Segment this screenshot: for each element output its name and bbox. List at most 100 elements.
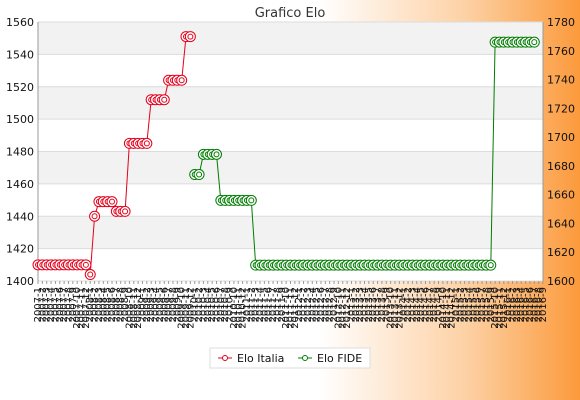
x-tick-label: 2016-1 — [503, 287, 514, 322]
x-tick-label: 2008-7 — [111, 287, 122, 322]
x-tick-label: 2013-10 — [386, 287, 397, 329]
x-tick-label: 2012-12 — [342, 287, 353, 329]
data-point — [119, 205, 131, 217]
x-tick-label: 2010-11 — [233, 287, 244, 329]
data-point — [141, 137, 153, 149]
data-point-inner — [248, 197, 255, 204]
grid-band — [38, 86, 543, 120]
grid-band — [38, 151, 543, 184]
left-tick-label: 1560 — [6, 16, 34, 29]
x-tick-label: 2015-7 — [477, 287, 488, 322]
legend: Elo Italia Elo FIDE — [209, 347, 371, 369]
legend-box — [209, 347, 371, 369]
x-tick-label: 2008-1 — [85, 287, 96, 322]
x-tick-label: 2014-9 — [434, 287, 445, 322]
x-tick-label: 2007-12 — [81, 287, 92, 329]
chart-title: Grafico Elo — [255, 6, 326, 21]
x-tick-label: 2014-12 — [447, 287, 458, 329]
left-tick-label: 1420 — [6, 243, 34, 256]
right-tick-label: 1640 — [547, 217, 575, 230]
x-tick-label: 2012-11 — [338, 287, 349, 329]
grid-band — [38, 216, 543, 249]
x-tick-label: 2011-12 — [290, 287, 301, 329]
x-tick-label: 2012-8 — [325, 287, 336, 322]
data-point — [106, 196, 118, 208]
data-point-inner — [87, 271, 94, 278]
x-tick-label: 2013-12 — [394, 287, 405, 329]
right-tick-label: 1620 — [547, 246, 575, 259]
x-tick-label: 2016-3 — [512, 287, 523, 322]
x-tick-label: 2016-4 — [516, 287, 527, 322]
x-tick-label: 2010-4 — [203, 287, 214, 322]
right-axis: 1600 1620 1640 1660 1680 1700 1720 1740 1760 1780 — [547, 16, 575, 288]
x-tick-label: 2015-8 — [481, 287, 492, 322]
x-axis: 2007-12007-22007-32007-42007-52007-62007… — [33, 281, 549, 329]
x-tick-label: 2007-5 — [50, 287, 61, 322]
x-tick-label: 2011-7 — [268, 287, 279, 322]
x-tick-label: 2007-2 — [37, 287, 48, 322]
x-tick-label: 2008-8 — [116, 287, 127, 322]
left-tick-label: 1540 — [6, 48, 34, 61]
data-point-inner — [143, 140, 150, 147]
x-tick-label: 2014-8 — [429, 287, 440, 322]
x-tick-label: 2012-1 — [294, 287, 305, 322]
x-tick-label: 2010-6 — [211, 287, 222, 322]
x-tick-label: 2010-1 — [190, 287, 201, 322]
x-tick-label: 2016-5 — [521, 287, 532, 322]
x-tick-label: 2011-9 — [277, 287, 288, 322]
x-tick-label: 2013-11 — [390, 287, 401, 329]
x-tick-label: 2009-2 — [142, 287, 153, 322]
left-tick-label: 1500 — [6, 113, 34, 126]
x-tick-label: 2007-8 — [63, 287, 74, 322]
data-point — [80, 259, 92, 271]
left-tick-label: 1480 — [6, 146, 34, 159]
data-point-inner — [109, 198, 116, 205]
x-tick-label: 2011-2 — [246, 287, 257, 322]
x-tick-label: 2008-12 — [133, 287, 144, 329]
right-tick-label: 1740 — [547, 74, 575, 87]
data-point — [158, 94, 170, 106]
data-point — [528, 36, 540, 48]
x-tick-label: 2016-8 — [534, 287, 545, 322]
x-tick-label: 2008-5 — [103, 287, 114, 322]
x-tick-label: 2009-8 — [168, 287, 179, 322]
x-tick-label: 2014-7 — [425, 287, 436, 322]
x-tick-label: 2007-6 — [55, 287, 66, 322]
x-tick-label: 2015-5 — [468, 287, 479, 322]
x-tick-label: 2014-11 — [442, 287, 453, 329]
x-tick-label: 2013-7 — [373, 287, 384, 322]
x-tick-label: 2015-3 — [460, 287, 471, 322]
left-tick-label: 1400 — [6, 275, 34, 288]
data-point — [176, 74, 188, 86]
x-tick-label: 2012-9 — [329, 287, 340, 322]
x-tick-label: 2015-6 — [473, 287, 484, 322]
x-tick-label: 2008-11 — [129, 287, 140, 329]
legend-label: Elo FIDE — [317, 352, 362, 365]
grid-band — [38, 119, 543, 152]
grid-band — [38, 22, 543, 55]
x-tick-label: 2013-2 — [351, 287, 362, 322]
x-tick-label: 2013-6 — [368, 287, 379, 322]
x-tick-label: 2009-5 — [155, 287, 166, 322]
data-point — [245, 194, 257, 206]
right-tick-label: 1680 — [547, 160, 575, 173]
data-point-inner — [122, 208, 129, 215]
right-tick-label: 1760 — [547, 45, 575, 58]
x-tick-label: 2011-8 — [272, 287, 283, 322]
x-tick-label: 2010-5 — [207, 287, 218, 322]
x-tick-label: 2009-1 — [137, 287, 148, 322]
x-tick-label: 2014-10 — [438, 287, 449, 329]
x-tick-label: 2012-7 — [320, 287, 331, 322]
x-tick-label: 2014-4 — [412, 287, 423, 322]
x-tick-label: 2008-10 — [124, 287, 135, 329]
x-tick-label: 2011-4 — [255, 287, 266, 322]
left-tick-label: 1520 — [6, 81, 34, 94]
data-point-inner — [187, 33, 194, 40]
x-tick-label: 2012-3 — [303, 287, 314, 322]
x-tick-label: 2007-9 — [68, 287, 79, 322]
right-tick-label: 1700 — [547, 131, 575, 144]
left-tick-label: 1460 — [6, 178, 34, 191]
x-tick-label: 2009-4 — [151, 287, 162, 322]
legend-label: Elo Italia — [237, 352, 284, 365]
data-point — [184, 31, 196, 43]
